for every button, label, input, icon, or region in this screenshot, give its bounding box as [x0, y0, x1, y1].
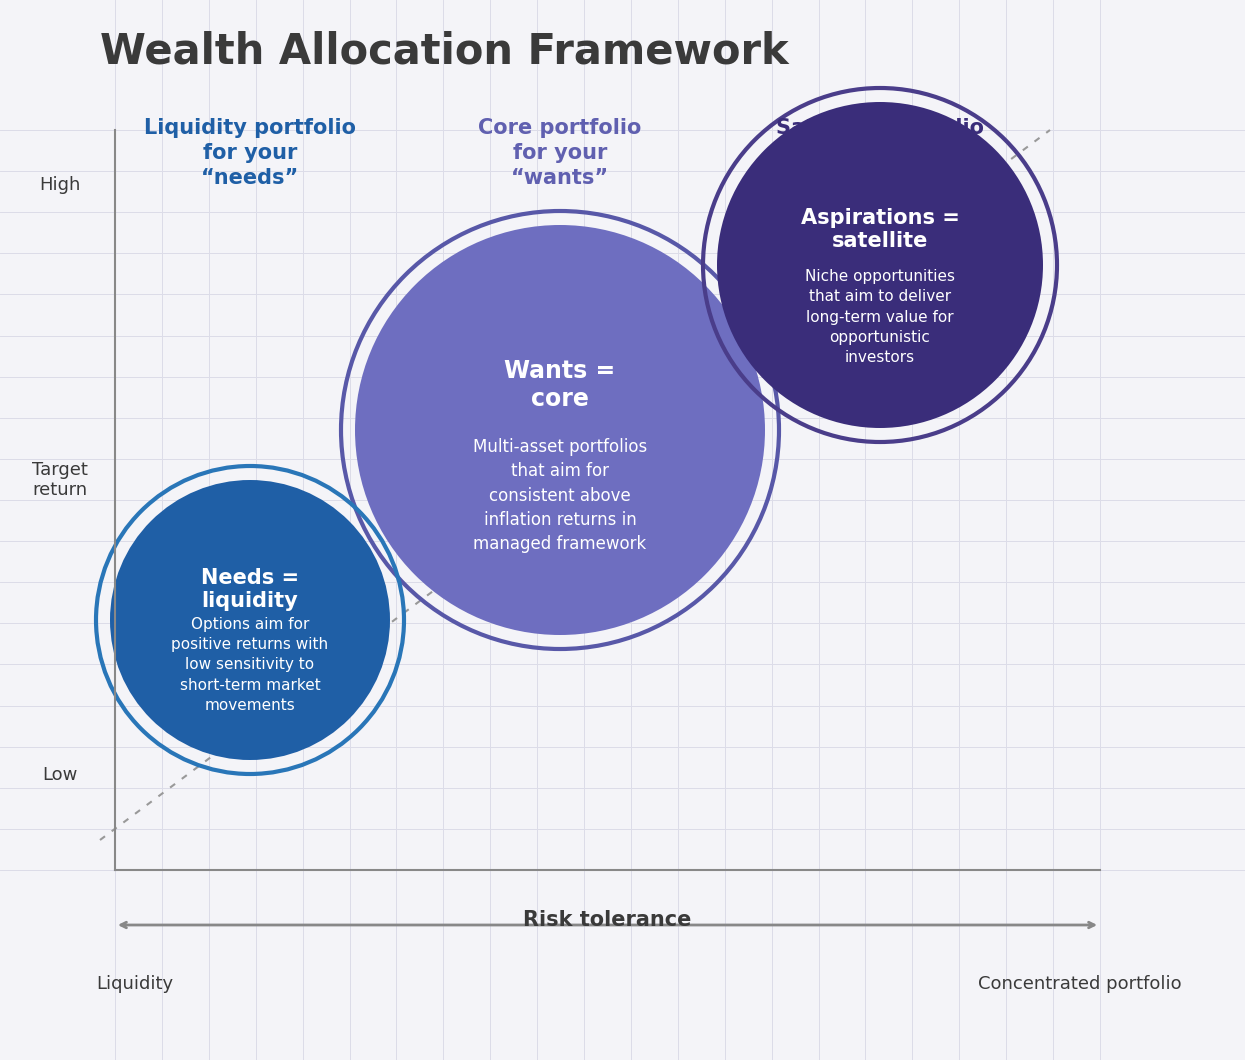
Text: Needs =
liquidity: Needs = liquidity [200, 567, 299, 611]
Text: Low: Low [42, 766, 77, 784]
Text: Target
return: Target return [32, 461, 88, 499]
Text: Multi-asset portfolios
that aim for
consistent above
inflation returns in
manage: Multi-asset portfolios that aim for cons… [473, 438, 647, 553]
Text: Niche opportunities
that aim to deliver
long-term value for
opportunistic
invest: Niche opportunities that aim to deliver … [806, 269, 955, 366]
Circle shape [717, 102, 1043, 428]
Circle shape [355, 225, 764, 635]
Text: Satellite portfolio
for your
“aspirations”: Satellite portfolio for your “aspiration… [776, 118, 984, 188]
Text: High: High [40, 176, 81, 194]
Text: Risk tolerance: Risk tolerance [523, 909, 692, 930]
Text: Liquidity portfolio
for your
“needs”: Liquidity portfolio for your “needs” [144, 118, 356, 188]
Text: Core portfolio
for your
“wants”: Core portfolio for your “wants” [478, 118, 641, 188]
Text: Wealth Allocation Framework: Wealth Allocation Framework [100, 31, 788, 73]
Circle shape [110, 480, 390, 760]
Text: Wants =
core: Wants = core [504, 359, 615, 411]
Text: Aspirations =
satellite: Aspirations = satellite [801, 208, 960, 251]
Text: Options aim for
positive returns with
low sensitivity to
short-term market
movem: Options aim for positive returns with lo… [172, 617, 329, 713]
Text: Concentrated portfolio: Concentrated portfolio [979, 975, 1182, 993]
Text: Liquidity: Liquidity [96, 975, 173, 993]
